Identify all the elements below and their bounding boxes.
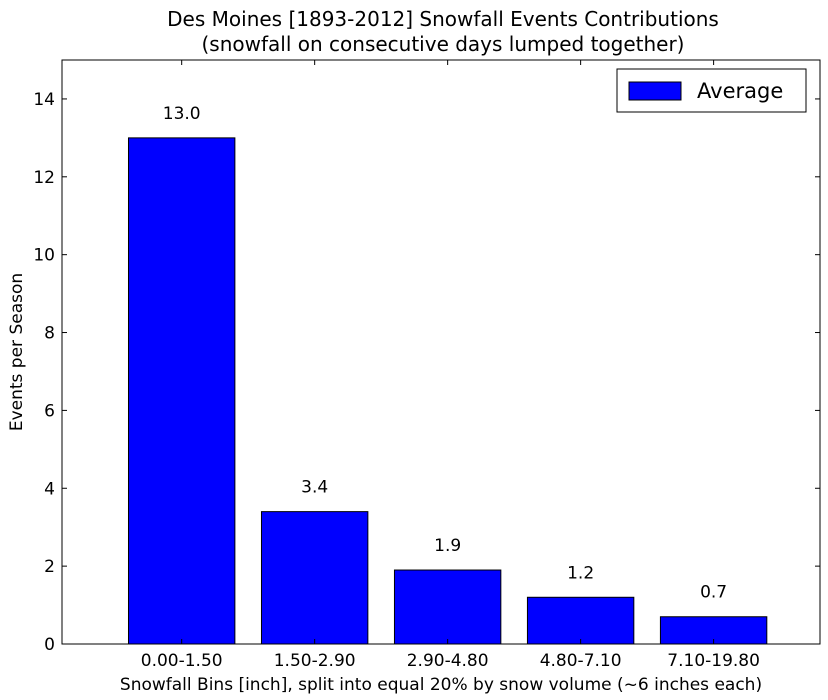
bar-value-label-0: 13.0 [163, 104, 201, 124]
y-tick-label-1: 2 [44, 557, 55, 577]
y-tick-label-7: 14 [33, 90, 55, 110]
y-tick-label-4: 8 [44, 324, 55, 344]
x-axis-label: Snowfall Bins [inch], split into equal 2… [120, 675, 762, 695]
y-tick-label-5: 10 [33, 246, 55, 266]
legend-label: Average [697, 79, 783, 103]
bars-layer [127, 137, 768, 645]
chart-title: Des Moines [1893-2012] Snowfall Events C… [167, 7, 719, 31]
bar-value-label-2: 1.9 [434, 536, 461, 556]
bar-1 [260, 511, 369, 645]
x-tick-label-3: 4.80-7.10 [540, 651, 622, 671]
plot-frame [61, 59, 821, 645]
legend-swatch [628, 81, 682, 101]
bar-labels-layer: 13.0 3.4 1.9 1.2 0.7 [163, 104, 727, 603]
chart-subtitle: (snowfall on consecutive days lumped tog… [202, 32, 685, 56]
bar-value-label-4: 0.7 [700, 583, 727, 603]
legend: Average [616, 68, 807, 113]
bar-2 [393, 569, 502, 645]
y-axis-label: Events per Season [7, 273, 27, 431]
x-tick-label-0: 0.00-1.50 [141, 651, 223, 671]
y-tick-label-2: 4 [44, 479, 55, 499]
bar-value-label-3: 1.2 [567, 563, 594, 583]
bar-value-label-1: 3.4 [301, 478, 328, 498]
y-tick-label-3: 6 [44, 401, 55, 421]
x-tick-label-1: 1.50-2.90 [274, 651, 356, 671]
ticks-layer: 0.00-1.50 1.50-2.90 2.90-4.80 4.80-7.10 7.10… [33, 60, 820, 671]
y-tick-label-6: 12 [33, 168, 55, 188]
x-tick-label-2: 2.90-4.80 [407, 651, 489, 671]
x-tick-label-4: 7.10-19.80 [667, 651, 760, 671]
y-tick-label-0: 0 [44, 635, 55, 655]
bar-0 [127, 137, 236, 645]
bar-3 [526, 596, 635, 645]
